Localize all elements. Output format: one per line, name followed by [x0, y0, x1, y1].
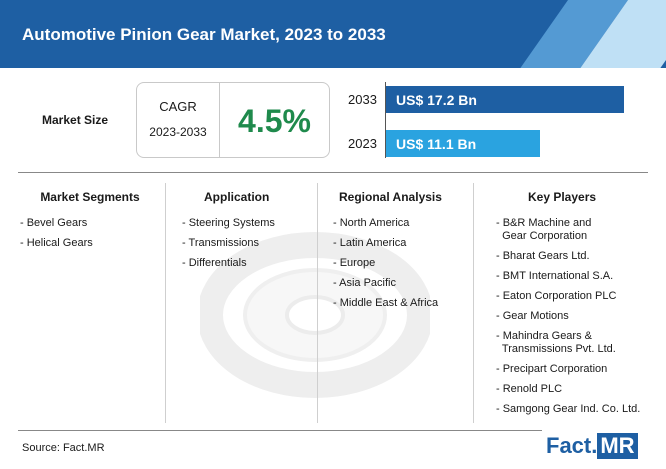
list-item-line: - Mahindra Gears & [496, 330, 592, 342]
key-players-column: Key Players - B&R Machine and Gear Corpo… [496, 190, 658, 423]
cagr-box: CAGR 2023-2033 4.5% [136, 82, 330, 158]
cagr-label: CAGR [159, 99, 197, 114]
list-item: - Eaton Corporation PLC [496, 290, 658, 303]
list-item-line: - Gear Motions [496, 310, 569, 322]
regional-analysis-column: Regional Analysis - North America - Lati… [333, 190, 469, 317]
list-item: - B&R Machine and Gear Corporation [496, 217, 658, 243]
footer-divider [18, 430, 542, 431]
column-separator [473, 183, 474, 423]
year-tick-label: 2023 [348, 136, 377, 151]
list-item: - Bevel Gears [20, 217, 88, 229]
list-item: - Steering Systems [182, 217, 275, 229]
application-column: Application - Steering Systems - Transmi… [182, 190, 312, 277]
list-item: - Helical Gears [20, 237, 93, 249]
list-item-line: - Eaton Corporation PLC [496, 290, 617, 302]
section-divider [18, 172, 648, 173]
cagr-period: 2023-2033 [149, 125, 207, 139]
key-players-list: - B&R Machine and Gear Corporation - Bhar… [496, 217, 658, 416]
list-item: - Asia Pacific [333, 277, 396, 289]
list-item-line: - Renold PLC [496, 383, 563, 395]
cagr-value: 4.5% [238, 103, 311, 139]
market-segments-column: Market Segments - Bevel Gears - Helical … [20, 190, 160, 257]
page-title: Automotive Pinion Gear Market, 2023 to 2… [22, 25, 386, 44]
market-size-bar: US$ 17.2 Bn [386, 86, 624, 113]
source-note: Source: Fact.MR [22, 442, 105, 454]
list-item-line: Gear Corporation [496, 230, 588, 242]
year-tick-label: 2033 [348, 92, 377, 107]
list-item: - Latin America [333, 237, 407, 249]
list-item-line: - Samgong Gear Ind. Co. Ltd. [496, 403, 641, 415]
column-separator [165, 183, 166, 423]
list-item: - Mahindra Gears & Transmissions Pvt. Lt… [496, 330, 658, 356]
bar-value-label: US$ 11.1 Bn [396, 136, 477, 152]
market-size-bar: US$ 11.1 Bn [386, 130, 540, 157]
market-size-label: Market Size [42, 113, 109, 127]
list-item: - Transmissions [182, 237, 260, 249]
gear-watermark-icon [200, 232, 430, 398]
column-separator [317, 183, 318, 423]
list-item: - Middle East & Africa [333, 297, 439, 309]
list-item: - Renold PLC [496, 383, 658, 396]
list-item-line: - B&R Machine and [496, 217, 592, 229]
list-item: - Differentials [182, 257, 247, 269]
factmr-logo: Fact. MR [546, 433, 638, 459]
list-item-line: Transmissions Pvt. Ltd. [496, 343, 616, 355]
column-heading: Key Players [528, 190, 597, 204]
column-heading: Market Segments [40, 190, 140, 204]
list-item: - Bharat Gears Ltd. [496, 250, 658, 263]
column-heading: Application [204, 190, 270, 204]
list-item: - BMT International S.A. [496, 270, 658, 283]
list-item: - Gear Motions [496, 310, 658, 323]
list-item: - Europe [333, 257, 376, 269]
bar-value-label: US$ 17.2 Bn [396, 92, 477, 108]
list-item-line: - Bharat Gears Ltd. [496, 250, 590, 262]
list-item-line: - Precipart Corporation [496, 363, 608, 375]
list-item: - Precipart Corporation [496, 363, 658, 376]
list-item: - North America [333, 217, 410, 229]
list-item-line: - BMT International S.A. [496, 270, 614, 282]
bar-axis-line [385, 82, 386, 158]
column-heading: Regional Analysis [339, 190, 442, 204]
list-item: - Samgong Gear Ind. Co. Ltd. [496, 403, 658, 416]
header-banner: Automotive Pinion Gear Market, 2023 to 2… [0, 0, 666, 68]
cagr-divider [219, 83, 220, 157]
